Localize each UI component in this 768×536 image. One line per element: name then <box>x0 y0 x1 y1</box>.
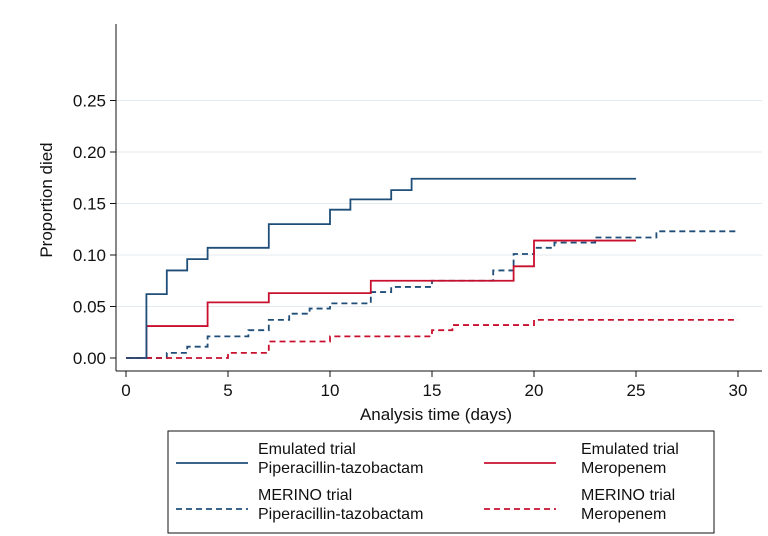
x-tick-label: 15 <box>423 381 442 400</box>
y-tick-label: 0.15 <box>73 195 106 214</box>
legend-label-line1: Emulated trial <box>581 441 679 458</box>
series-line <box>126 239 636 359</box>
legend-label-line2: Piperacillin-tazobactam <box>258 460 423 477</box>
y-tick-label: 0.20 <box>73 143 106 162</box>
series-line <box>126 177 636 359</box>
legend-label-line2: Meropenem <box>581 506 666 523</box>
y-axis-title: Proportion died <box>37 142 56 257</box>
y-tick-label: 0.05 <box>73 298 106 317</box>
y-tick-label: 0.10 <box>73 246 106 265</box>
x-tick-label: 30 <box>729 381 748 400</box>
series-lines <box>126 177 738 359</box>
legend-label-line1: MERINO trial <box>581 487 675 504</box>
legend: Emulated trial Piperacillin-tazobactam Emu… <box>167 430 715 534</box>
x-axis-title: Analysis time (days) <box>360 405 512 424</box>
x-tick-label: 0 <box>121 381 130 400</box>
x-tick-label: 5 <box>223 381 232 400</box>
tick-labels: 0.00 0.05 0.10 0.15 0.20 0.25 0 5 10 15 20 25 30 <box>73 92 748 401</box>
x-tick-label: 10 <box>321 381 340 400</box>
x-tick-label: 25 <box>627 381 646 400</box>
axes <box>110 24 762 377</box>
grid-lines <box>116 100 762 307</box>
series-line <box>126 318 738 359</box>
legend-label-line1: Emulated trial <box>258 441 356 458</box>
legend-box <box>167 430 715 534</box>
x-tick-label: 20 <box>525 381 544 400</box>
legend-label-line2: Piperacillin-tazobactam <box>258 506 423 523</box>
y-tick-label: 0.00 <box>73 349 106 368</box>
y-tick-label: 0.25 <box>73 92 106 111</box>
legend-label-line2: Meropenem <box>581 460 666 477</box>
legend-label-line1: MERINO trial <box>258 487 352 504</box>
series-line <box>126 230 738 359</box>
